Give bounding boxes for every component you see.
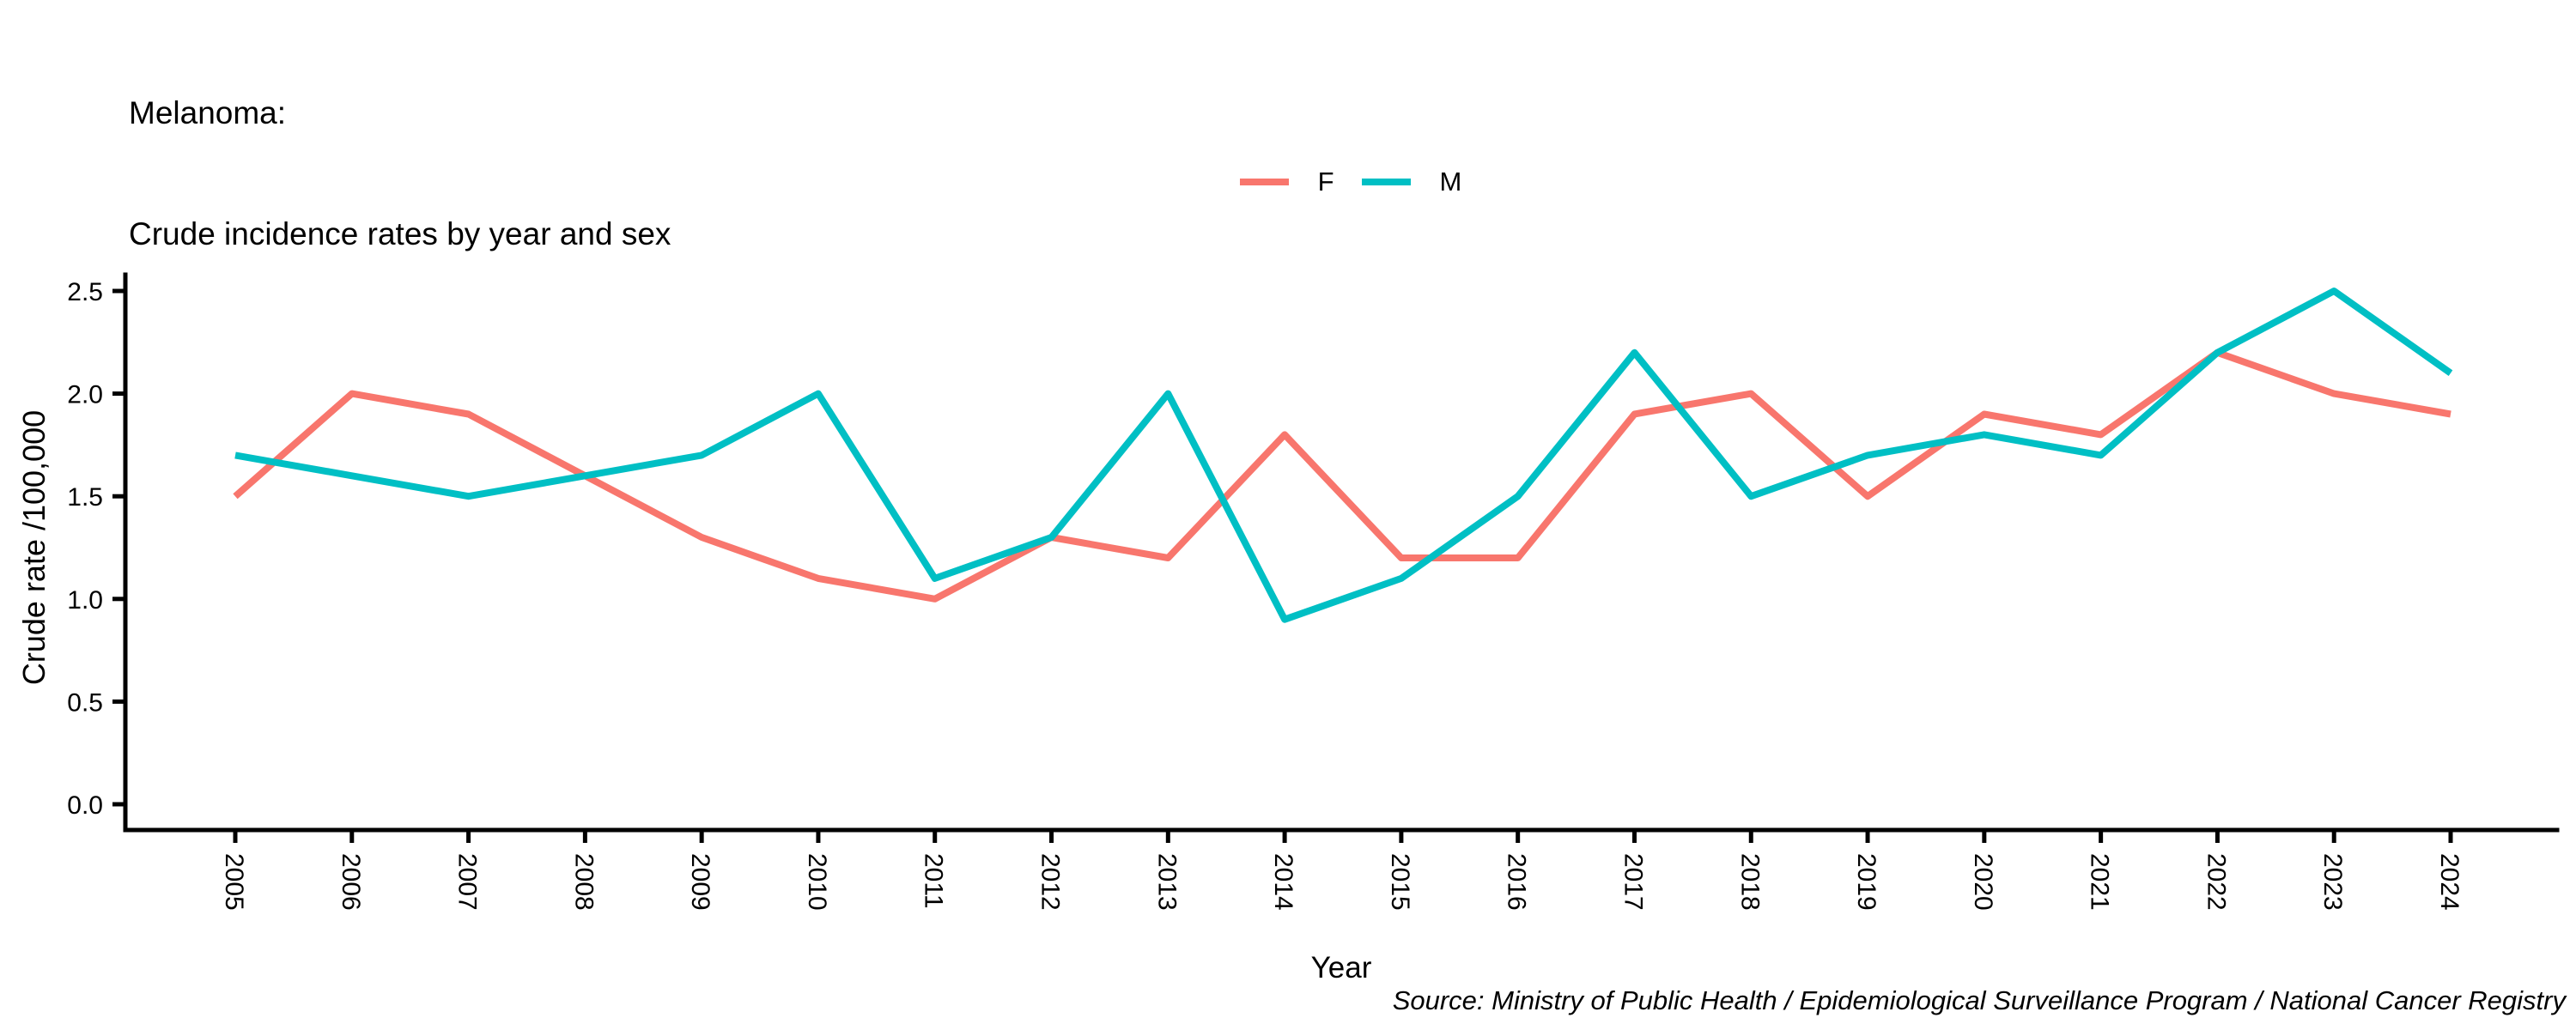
x-tick-label: 2012 <box>1036 853 1065 911</box>
y-tick-label: 2.0 <box>67 381 103 409</box>
legend-item-m: M <box>1361 167 1462 197</box>
x-tick-label: 2006 <box>337 853 365 911</box>
chart-title-line1: Melanoma: <box>129 95 287 130</box>
x-tick-label: 2011 <box>920 853 948 909</box>
series-line-m <box>234 288 2453 623</box>
x-tick-label: 2018 <box>1735 853 1764 911</box>
legend: F M <box>1170 161 1531 203</box>
x-tick-label: 2009 <box>686 853 714 911</box>
x-tick-label: 2010 <box>803 853 831 911</box>
axes <box>123 272 2560 833</box>
x-tick-label: 2020 <box>1969 853 1997 911</box>
series-line-f <box>233 348 2451 603</box>
x-tick-label: 2015 <box>1386 853 1414 911</box>
x-tick-label: 2022 <box>2202 853 2230 911</box>
y-tick-label: 1.0 <box>67 586 103 615</box>
y-tick-label: 1.5 <box>67 483 103 512</box>
y-axis-ticks: 0.0 0.5 1.0 1.5 2.0 2.5 <box>67 278 125 820</box>
x-axis-ticks: 2005 2006 2007 2008 2009 2010 2011 2012 2013 2014… <box>220 830 2464 911</box>
x-tick-label: 2013 <box>1152 853 1181 911</box>
x-tick-label: 2019 <box>1852 853 1880 911</box>
y-tick-label: 0.5 <box>67 688 103 717</box>
y-tick-label: 2.5 <box>67 278 103 306</box>
y-tick-label: 0.0 <box>67 791 103 820</box>
x-tick-label: 2017 <box>1619 853 1647 911</box>
y-axis-title: Crude rate /100,000 <box>16 410 52 685</box>
legend-line-swatch-m <box>1361 179 1411 185</box>
x-tick-label: 2008 <box>569 853 598 911</box>
chart-title-line2: Crude incidence rates by year and sex <box>129 216 671 251</box>
series-lines <box>233 288 2453 623</box>
x-tick-label: 2016 <box>1503 853 1531 911</box>
source-note: Source: Ministry of Public Health / Epid… <box>1392 985 2566 1015</box>
legend-line-swatch-f <box>1239 179 1289 185</box>
legend-label-f: F <box>1317 167 1334 197</box>
x-tick-label: 2014 <box>1269 853 1297 911</box>
x-tick-label: 2023 <box>2318 853 2347 911</box>
chart-title: Melanoma: Crude incidence rates by year … <box>129 12 671 294</box>
legend-item-f: F <box>1239 167 1334 197</box>
legend-label-m: M <box>1439 167 1462 197</box>
x-tick-label: 2007 <box>453 853 482 911</box>
x-tick-label: 2021 <box>2086 853 2114 911</box>
x-axis-title: Year <box>1310 951 1372 985</box>
x-tick-label: 2024 <box>2435 853 2464 911</box>
x-tick-label: 2005 <box>220 853 248 911</box>
